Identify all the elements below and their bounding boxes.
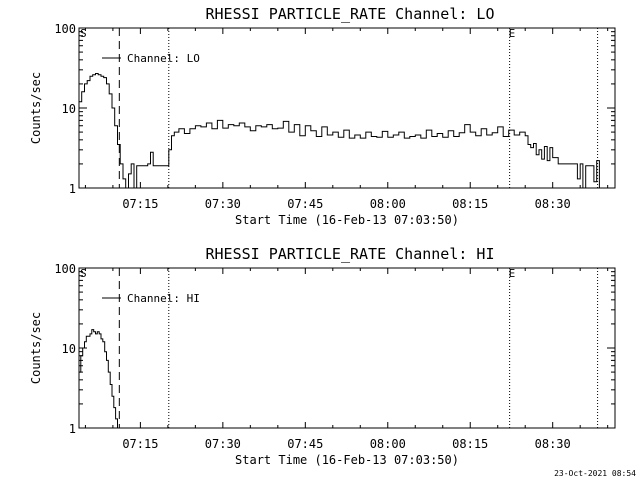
x-tick-label: 08:30 [535,197,571,211]
y-tick-label: 1 [69,182,76,196]
legend-label: Channel: LO [127,52,200,65]
marker-label: S [80,27,87,40]
x-axis-label: Start Time (16-Feb-13 07:03:50) [235,453,459,467]
x-tick-label: 07:15 [122,437,158,451]
y-tick-label: 100 [54,22,76,36]
y-axis-label: Counts/sec [29,72,43,144]
axis-ticks: 07:15 07:30 07:45 08:00 08:15 08:30 1 10 100 [54,262,615,451]
marker-label: E [509,267,516,280]
x-tick-label: 07:15 [122,197,158,211]
y-tick-label: 100 [54,262,76,276]
footer-timestamp: 23-Oct-2021 08:54 [554,469,636,478]
x-tick-label: 07:30 [205,437,241,451]
y-tick-label: 10 [62,342,76,356]
legend-label: Channel: HI [127,292,200,305]
series-line-hi [79,329,120,429]
series-line-lo [79,73,602,189]
axis-ticks: 07:15 07:30 07:45 08:00 08:15 08:30 1 10 100 [54,22,615,211]
x-tick-label: 07:30 [205,197,241,211]
x-tick-label: 07:45 [287,197,323,211]
x-tick-label: 08:00 [370,197,406,211]
chart-title: RHESSI PARTICLE_RATE Channel: HI [206,245,495,263]
x-tick-label: 08:00 [370,437,406,451]
y-tick-label: 10 [62,102,76,116]
x-tick-label: 08:30 [535,437,571,451]
marker-label: E [509,27,516,40]
x-tick-label: 07:45 [287,437,323,451]
y-tick-label: 1 [69,422,76,436]
x-tick-label: 08:15 [452,437,488,451]
chart-title: RHESSI PARTICLE_RATE Channel: LO [206,5,495,23]
lo-channel-panel: RHESSI PARTICLE_RATE Channel: LO Counts/… [29,5,616,227]
x-tick-label: 08:15 [452,197,488,211]
y-axis-label: Counts/sec [29,312,43,384]
marker-label: S [80,267,87,280]
hi-channel-panel: RHESSI PARTICLE_RATE Channel: HI Counts/… [29,245,616,467]
x-axis-label: Start Time (16-Feb-13 07:03:50) [235,213,459,227]
